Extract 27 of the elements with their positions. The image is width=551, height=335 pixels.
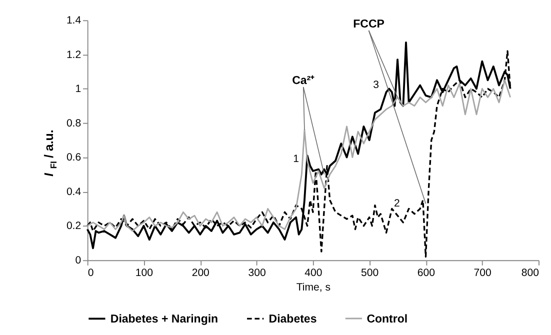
x-tick-label: 800: [521, 266, 540, 279]
y-tick-label: 0.2: [66, 220, 82, 232]
y-tick-label: 0.8: [66, 117, 82, 130]
x-tick-label: 200: [192, 266, 210, 279]
y-tick-label: 0.4: [66, 186, 82, 198]
x-tick-label: 300: [248, 266, 266, 279]
legend-label: Control: [366, 313, 408, 326]
y-axis-title: IFI / a.u.: [42, 130, 59, 176]
x-tick-label: 600: [417, 266, 436, 279]
y-tick-label: 0.6: [66, 152, 82, 164]
x-tick-label: 500: [361, 266, 379, 279]
x-tick-label: 100: [135, 266, 154, 279]
x-tick-label: 700: [474, 266, 492, 279]
y-tick-label: 0: [75, 254, 82, 267]
x-axis-title: Time, s: [296, 281, 331, 294]
y-tick-label: 1.4: [66, 14, 82, 27]
annotation: 3: [373, 79, 380, 92]
legend-label: Diabetes: [268, 314, 317, 326]
legend-label: Diabetes + Naringin: [110, 314, 218, 326]
annotation: FCCP: [353, 18, 385, 30]
x-tick-label: 0: [88, 266, 94, 279]
y-tick-label: 1: [75, 83, 82, 96]
x-tick-label: 400: [304, 266, 322, 279]
annotation: 1: [293, 152, 300, 165]
y-tick-label: 1.2: [66, 48, 82, 61]
annotation: 2: [394, 197, 400, 210]
annotation: Ca²⁺: [292, 75, 315, 88]
